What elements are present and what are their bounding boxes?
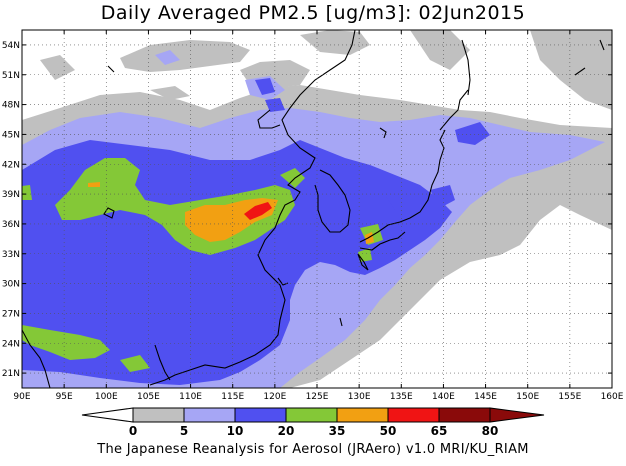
lat-label: 21N <box>2 369 20 379</box>
colorbar-label: 0 <box>129 424 137 438</box>
contour-65-80 <box>244 202 272 220</box>
lat-label: 39N <box>2 190 20 200</box>
colorbar-segment <box>387 407 440 423</box>
lon-label: 95E <box>56 392 73 402</box>
lat-label: 24N <box>2 339 20 349</box>
colorbar-label: 5 <box>180 424 188 438</box>
lat-label: 42N <box>2 160 20 170</box>
colorbar-arrow-low <box>81 407 134 423</box>
pm25-concentration-field <box>22 30 612 388</box>
colorbar-label: 65 <box>431 424 448 438</box>
colorbar-arrow-high <box>489 407 545 423</box>
colorbar-label: 20 <box>278 424 295 438</box>
lon-label: 140E <box>432 392 455 402</box>
lat-label: 36N <box>2 220 20 230</box>
map-title: Daily Averaged PM2.5 [ug/m3]: 02Jun2015 <box>100 2 526 24</box>
lat-label: 51N <box>2 71 20 81</box>
lat-label: 54N <box>2 41 20 51</box>
lon-label: 130E <box>348 392 371 402</box>
lon-label: 135E <box>390 392 413 402</box>
lat-label: 33N <box>2 250 20 260</box>
lon-label: 110E <box>179 392 202 402</box>
colorbar: 0 5 10 20 35 50 65 80 <box>81 407 545 438</box>
colorbar-label: 50 <box>380 424 397 438</box>
lat-label: 30N <box>2 280 20 290</box>
lat-label: 27N <box>2 309 20 319</box>
lon-label: 160E <box>601 392 624 402</box>
lon-label: 100E <box>95 392 118 402</box>
lon-label: 145E <box>474 392 497 402</box>
coastlines <box>22 30 605 388</box>
colorbar-label: 80 <box>482 424 499 438</box>
map-axes: 90E 95E 100E 105E 110E 115E 120E 125E 130E 135E 14… <box>2 30 624 402</box>
colorbar-segment <box>183 407 236 423</box>
colorbar-label: 10 <box>227 424 244 438</box>
lon-label: 90E <box>13 392 30 402</box>
lon-label: 115E <box>221 392 244 402</box>
lon-label: 120E <box>263 392 286 402</box>
colorbar-label: 35 <box>329 424 346 438</box>
colorbar-segment <box>132 407 185 423</box>
colorbar-segment <box>234 407 287 423</box>
lon-label: 155E <box>558 392 581 402</box>
data-credit: The Japanese Reanalysis for Aerosol (JRA… <box>97 442 529 457</box>
colorbar-segment <box>285 407 338 423</box>
lon-label: 150E <box>516 392 539 402</box>
colorbar-segment <box>336 407 389 423</box>
lat-label: 48N <box>2 101 20 111</box>
lon-label: 125E <box>306 392 329 402</box>
lat-label: 45N <box>2 130 20 140</box>
lon-label: 105E <box>137 392 160 402</box>
colorbar-segment <box>438 407 491 423</box>
